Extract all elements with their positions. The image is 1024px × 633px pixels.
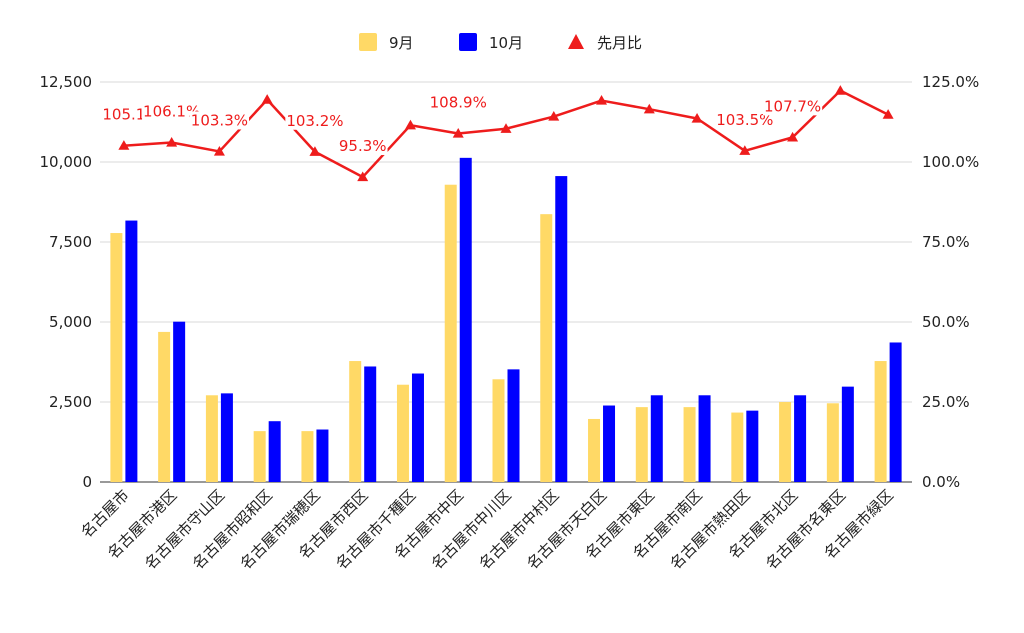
bar-oct xyxy=(459,157,472,482)
y-right-tick-label: 125.0% xyxy=(922,73,979,91)
ratio-point xyxy=(500,123,512,133)
ratio-point xyxy=(691,112,703,123)
legend: 9月 10月 先月比 xyxy=(359,33,642,52)
bar-oct xyxy=(841,386,854,482)
ratio-data-label: 95.3% xyxy=(339,137,387,155)
bar-sep xyxy=(779,402,792,482)
y-left-tick-label: 10,000 xyxy=(40,153,93,171)
bar-sep xyxy=(301,431,314,482)
bar-oct xyxy=(555,176,568,482)
bar-sep xyxy=(492,379,505,482)
ratio-point xyxy=(548,111,560,121)
ratio-point xyxy=(596,95,608,105)
y-right-tick-label: 100.0% xyxy=(922,153,979,171)
bar-oct xyxy=(316,429,329,482)
data-label-bg xyxy=(337,137,388,156)
data-label-bg xyxy=(715,110,775,129)
bar-oct xyxy=(507,369,520,482)
ratio-point xyxy=(452,128,464,138)
ratio-point xyxy=(357,171,369,182)
bar-oct xyxy=(650,395,663,482)
bar-sep xyxy=(588,418,601,482)
data-label-bg xyxy=(285,111,345,130)
bar-sep xyxy=(396,384,409,482)
bar-sep xyxy=(444,184,457,482)
y-right-tick-label: 75.0% xyxy=(922,233,970,251)
data-label-bg xyxy=(428,93,488,112)
y-left-tick-label: 5,000 xyxy=(49,313,92,331)
bar-sep xyxy=(826,403,839,482)
legend-swatch-triangle xyxy=(568,34,584,49)
y-left-tick-label: 2,500 xyxy=(49,393,92,411)
bar-sep xyxy=(110,233,123,482)
gridlines xyxy=(100,81,912,483)
data-label-bg xyxy=(189,111,250,130)
bar-oct xyxy=(173,321,186,482)
ratio-point xyxy=(261,94,273,104)
bar-sep xyxy=(540,214,553,482)
bar-sep xyxy=(158,331,171,482)
bar-sep xyxy=(349,361,362,482)
bar-oct xyxy=(698,395,711,482)
line-series xyxy=(118,85,894,182)
ratio-point xyxy=(643,103,655,114)
category-labels: 名古屋市名古屋市港区名古屋市守山区名古屋市昭和区名古屋市瑞穂区名古屋市西区名古屋… xyxy=(78,486,897,573)
y-left-tick-label: 0 xyxy=(82,473,92,491)
ratio-data-label: 108.9% xyxy=(430,94,487,112)
ratio-point xyxy=(309,146,321,156)
ratio-point xyxy=(882,109,894,119)
ratio-data-label: 106.1% xyxy=(143,102,200,120)
ratio-data-label: 105.1 xyxy=(102,106,145,124)
ratio-data-label: 103.5% xyxy=(716,111,773,129)
ratio-point xyxy=(213,145,225,156)
legend-label: 先月比 xyxy=(597,34,642,52)
bar-sep xyxy=(253,431,266,482)
bar-oct xyxy=(603,405,616,482)
ratio-point xyxy=(166,136,178,147)
ratio-point xyxy=(118,140,130,150)
legend-swatch xyxy=(459,33,477,51)
ratio-data-label: 103.3% xyxy=(191,111,248,129)
ratio-point xyxy=(404,119,416,130)
y-right-tick-label: 25.0% xyxy=(922,393,970,411)
y-left-tick-label: 7,500 xyxy=(49,233,92,251)
bar-series xyxy=(110,157,902,482)
bar-oct xyxy=(268,421,281,482)
data-label-bg xyxy=(101,105,147,124)
bar-sep xyxy=(731,412,744,482)
y-right-tick-label: 50.0% xyxy=(922,313,970,331)
y-left-tick-label: 12,500 xyxy=(40,73,93,91)
ratio-point xyxy=(787,131,799,142)
bar-oct xyxy=(125,220,138,482)
bar-oct xyxy=(220,393,233,482)
data-label-bg xyxy=(762,97,823,116)
data-label-bg xyxy=(142,102,202,121)
legend-label: 9月 xyxy=(389,34,414,52)
ratio-data-label: 107.7% xyxy=(764,97,821,115)
bar-sep xyxy=(874,361,887,482)
bar-oct xyxy=(889,342,902,482)
ratio-data-label: 103.2% xyxy=(286,112,343,130)
axis-ticks: 0 0.0% 2,500 25.0% 5,000 50.0% 7,500 75.0% 10,00… xyxy=(40,73,980,491)
bar-sep xyxy=(683,407,696,482)
bar-oct xyxy=(411,373,424,482)
legend-label: 10月 xyxy=(489,34,523,52)
y-right-tick-label: 0.0% xyxy=(922,473,960,491)
bar-oct xyxy=(746,410,759,482)
bar-sep xyxy=(205,395,218,482)
bar-oct xyxy=(364,366,377,482)
ratio-point xyxy=(739,145,751,155)
legend-swatch xyxy=(359,33,377,51)
bar-sep xyxy=(635,407,648,482)
bar-oct xyxy=(794,395,807,482)
ratio-point xyxy=(834,85,846,95)
